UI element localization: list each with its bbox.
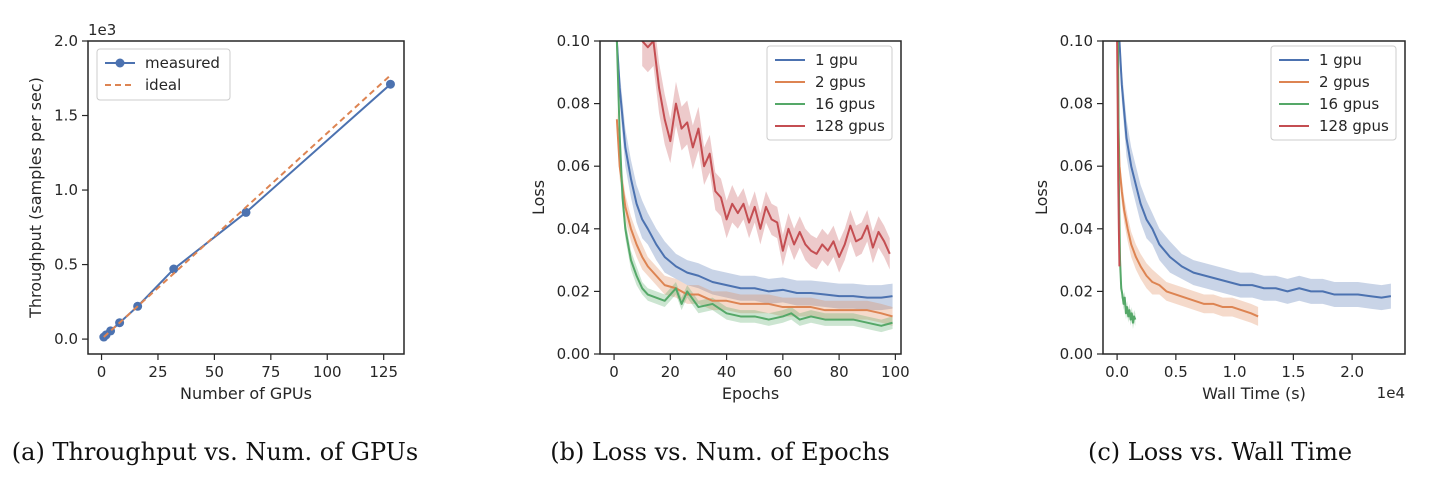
series-line	[615, 41, 893, 299]
y-axis-label: Loss	[1032, 180, 1051, 215]
panel-loss-epochs: 0 20 40 60 80 100 0.00 0.02 0.04 0.06 0.08 0.10 Epoc…	[529, 32, 910, 466]
x-tick-label: 100	[313, 363, 342, 381]
x-tick-label: 75	[261, 363, 280, 381]
legend-box	[1270, 45, 1397, 141]
x-tick-label: 125	[369, 363, 398, 381]
data-point	[241, 207, 251, 217]
y-tick-label: 0.08	[1060, 95, 1093, 113]
figure-caption: (c) Loss vs. Wall Time	[1088, 438, 1352, 466]
y-tick-label: 0.06	[1060, 157, 1093, 175]
x-offset-label: 1e4	[1377, 384, 1405, 402]
x-tick-label: 0.0	[1105, 363, 1129, 381]
series-line	[1117, 119, 1259, 318]
legend-label: 128 gpus	[1319, 117, 1389, 135]
figure-caption: (a) Throughput vs. Num. of GPUs	[12, 438, 418, 466]
y-tick-label: 1.0	[54, 181, 78, 199]
legend: 1 gpu 2 gpus 16 gpus 128 gpus	[766, 45, 893, 141]
legend-box	[96, 48, 231, 101]
series-line	[615, 41, 893, 327]
x-tick-label: 0	[97, 363, 107, 381]
y-tick-label: 0.10	[557, 32, 590, 50]
x-axis-label: Epochs	[722, 384, 779, 403]
y-tick-label: 0.02	[557, 282, 590, 300]
legend-label: 16 gpus	[1319, 95, 1379, 113]
x-tick-label: 2.0	[1340, 363, 1364, 381]
legend-label: 1 gpu	[1319, 51, 1362, 69]
legend-label: 2 gpus	[815, 73, 866, 91]
axes-frame	[1102, 40, 1406, 355]
series-line	[103, 74, 392, 338]
series-line	[1117, 41, 1137, 324]
plot-area	[1116, 41, 1392, 329]
y-tick-label: 0.04	[557, 220, 590, 238]
axes-frame	[599, 40, 902, 355]
legend-label: 2 gpus	[1319, 73, 1370, 91]
plot-area	[615, 41, 893, 333]
confidence-band	[1119, 41, 1391, 311]
y-tick-label: 0.04	[1060, 220, 1093, 238]
data-point	[385, 79, 395, 89]
legend-box	[766, 45, 893, 141]
confidence-band	[1118, 106, 1259, 326]
x-tick-label: 25	[148, 363, 167, 381]
confidence-band	[642, 41, 890, 273]
x-tick-label: 0.5	[1164, 363, 1188, 381]
legend-marker	[115, 58, 125, 68]
axes-frame	[87, 40, 405, 355]
legend: 1 gpu 2 gpus 16 gpus 128 gpus	[1270, 45, 1397, 141]
legend-label: measured	[145, 54, 220, 72]
y-offset-label: 1e3	[88, 21, 116, 39]
plot-area	[99, 74, 395, 342]
legend-label: 128 gpus	[815, 117, 885, 135]
y-tick-label: 0.0	[54, 330, 78, 348]
y-axis-label: Throughput (samples per sec)	[26, 77, 45, 319]
x-tick-label: 50	[205, 363, 224, 381]
panel-throughput: 0 25 50 75 100 125 0.0 0.5 1.0 1.5 2.0 Number of GP…	[12, 21, 418, 466]
figure-caption: (b) Loss vs. Num. of Epochs	[550, 438, 889, 466]
legend-label: 1 gpu	[815, 51, 858, 69]
x-tick-label: 60	[773, 363, 792, 381]
legend: measured ideal	[96, 48, 231, 101]
series-line	[615, 119, 893, 318]
x-axis-label: Wall Time (s)	[1202, 384, 1306, 403]
x-tick-label: 40	[717, 363, 736, 381]
y-tick-label: 0.02	[1060, 282, 1093, 300]
x-tick-label: 20	[661, 363, 680, 381]
y-tick-label: 2.0	[54, 32, 78, 50]
series-line	[641, 41, 891, 258]
confidence-band	[616, 106, 893, 326]
y-tick-label: 1.5	[54, 107, 78, 125]
series-line	[1116, 41, 1121, 267]
y-tick-label: 0.5	[54, 256, 78, 274]
data-point	[169, 264, 179, 274]
series-line	[1118, 41, 1392, 299]
x-tick-label: 1.0	[1223, 363, 1247, 381]
x-tick-label: 1.5	[1281, 363, 1305, 381]
x-tick-label: 80	[830, 363, 849, 381]
y-tick-label: 0.00	[1060, 345, 1093, 363]
x-tick-label: 100	[881, 363, 910, 381]
legend-label: ideal	[145, 76, 181, 94]
legend-label: 16 gpus	[815, 95, 875, 113]
y-tick-label: 0.00	[557, 345, 590, 363]
x-axis-label: Number of GPUs	[180, 384, 312, 403]
y-tick-label: 0.06	[557, 157, 590, 175]
panel-loss-walltime: 0.0 0.5 1.0 1.5 2.0 0.00 0.02 0.04 0.06 0.08 0.10 W…	[1032, 32, 1406, 466]
y-axis-label: Loss	[529, 180, 548, 215]
x-tick-label: 0	[609, 363, 619, 381]
y-tick-label: 0.10	[1060, 32, 1093, 50]
y-tick-label: 0.08	[557, 95, 590, 113]
